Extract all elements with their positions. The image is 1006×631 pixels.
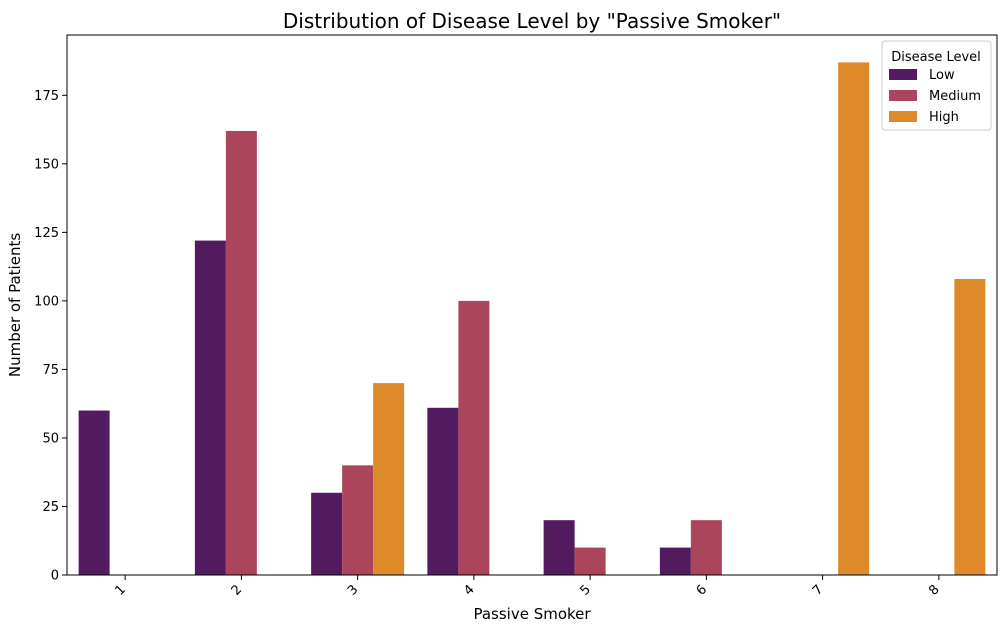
y-tick-label: 100	[34, 294, 59, 309]
bar-high-7	[838, 62, 870, 575]
bar-high-8	[954, 278, 986, 575]
x-tick-label: 8	[926, 582, 942, 598]
bar-medium-5	[574, 547, 606, 575]
bar-medium-3	[342, 465, 374, 575]
legend-label-low: Low	[929, 68, 955, 83]
bar-low-5	[543, 520, 575, 575]
bar-medium-6	[690, 520, 722, 575]
x-axis: 1 2 3 4 5 6 7 8	[112, 575, 943, 599]
y-tick-label: 0	[51, 569, 59, 584]
x-tick-label: 6	[694, 582, 710, 598]
bar-low-4	[427, 407, 459, 575]
bar-low-2	[194, 240, 226, 576]
legend-swatch-low	[889, 69, 917, 80]
legend: Disease Level Low Medium High	[881, 40, 992, 131]
y-tick-label: 175	[34, 89, 59, 104]
x-tick-label: 2	[229, 582, 245, 598]
y-axis-label: Number of Patients	[6, 233, 24, 377]
bars-group	[78, 62, 986, 576]
x-axis-label: Passive Smoker	[473, 605, 591, 623]
x-tick-label: 3	[345, 582, 361, 598]
x-tick-label: 7	[810, 582, 826, 598]
legend-label-high: High	[929, 110, 959, 125]
legend-label-medium: Medium	[929, 89, 981, 104]
chart-title: Distribution of Disease Level by "Passiv…	[283, 9, 781, 33]
y-tick-label: 75	[42, 363, 59, 378]
bar-low-1	[78, 410, 110, 575]
legend-swatch-high	[889, 111, 917, 122]
bar-medium-4	[458, 300, 490, 575]
y-tick-label: 125	[34, 226, 59, 241]
bar-medium-2	[225, 130, 257, 575]
x-tick-label: 4	[461, 582, 477, 598]
plot-frame	[66, 34, 998, 576]
bar-high-3	[373, 383, 405, 575]
bar-low-3	[311, 492, 343, 575]
legend-swatch-medium	[889, 90, 917, 101]
x-tick-label: 1	[112, 582, 128, 598]
bar-low-6	[659, 547, 691, 575]
y-axis: 0 25 50 75 100 125 150 175	[34, 89, 67, 584]
y-tick-label: 150	[34, 157, 59, 172]
y-tick-label: 25	[42, 500, 59, 515]
legend-box	[881, 40, 992, 131]
y-tick-label: 50	[42, 431, 59, 446]
legend-title: Disease Level	[891, 50, 981, 65]
x-tick-label: 5	[577, 582, 593, 598]
